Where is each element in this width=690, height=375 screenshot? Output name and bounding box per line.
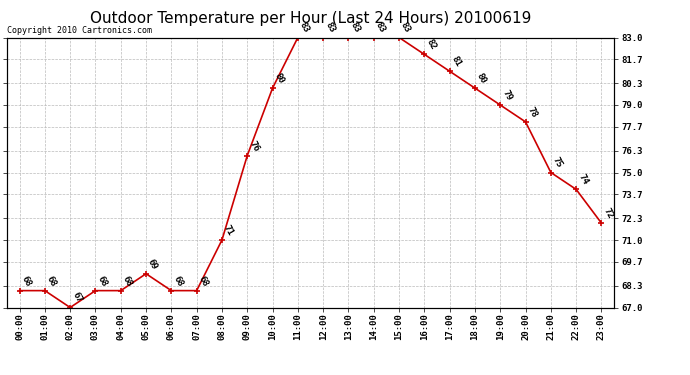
Text: 80: 80 bbox=[273, 72, 286, 86]
Text: 82: 82 bbox=[424, 38, 437, 52]
Text: 78: 78 bbox=[526, 105, 539, 119]
Text: 69: 69 bbox=[146, 257, 159, 271]
Text: 68: 68 bbox=[19, 274, 32, 288]
Text: 68: 68 bbox=[121, 274, 134, 288]
Text: 83: 83 bbox=[323, 21, 336, 35]
Text: 68: 68 bbox=[197, 274, 210, 288]
Text: 83: 83 bbox=[348, 21, 362, 35]
Text: 80: 80 bbox=[475, 72, 488, 86]
Text: 81: 81 bbox=[450, 55, 463, 69]
Text: 68: 68 bbox=[95, 274, 108, 288]
Text: 68: 68 bbox=[171, 274, 184, 288]
Text: 76: 76 bbox=[247, 139, 260, 153]
Text: 71: 71 bbox=[222, 224, 235, 237]
Text: 72: 72 bbox=[602, 207, 615, 220]
Text: 67: 67 bbox=[70, 291, 83, 305]
Text: 68: 68 bbox=[45, 274, 58, 288]
Text: 83: 83 bbox=[374, 21, 387, 35]
Text: 83: 83 bbox=[298, 21, 311, 35]
Text: Outdoor Temperature per Hour (Last 24 Hours) 20100619: Outdoor Temperature per Hour (Last 24 Ho… bbox=[90, 11, 531, 26]
Text: 83: 83 bbox=[399, 21, 412, 35]
Text: 75: 75 bbox=[551, 156, 564, 170]
Text: 74: 74 bbox=[576, 173, 589, 187]
Text: Copyright 2010 Cartronics.com: Copyright 2010 Cartronics.com bbox=[7, 26, 152, 35]
Text: 79: 79 bbox=[500, 88, 513, 102]
